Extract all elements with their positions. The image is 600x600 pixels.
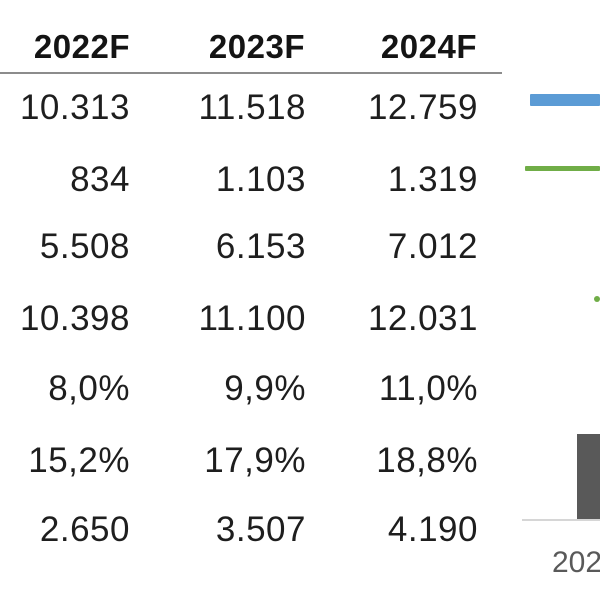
table-cell: 7.012 — [387, 227, 478, 266]
table-row: 2.650 3.507 4.190 — [0, 510, 600, 570]
table-row: 15,2% 17,9% 18,8% — [0, 441, 600, 501]
table-row: 10.313 11.518 12.759 — [0, 88, 600, 148]
table-cell: 11,0% — [378, 369, 478, 408]
table-cell: 2.650 — [39, 510, 130, 549]
table-cell: 834 — [70, 160, 130, 199]
x-axis-tick-label: 202 — [552, 546, 600, 579]
table-cell: 4.190 — [387, 510, 478, 549]
legend-swatch-blue — [530, 94, 600, 106]
table-cell: 17,9% — [204, 441, 306, 480]
table-cell: 10.398 — [19, 299, 130, 338]
table-row: 5.508 6.153 7.012 — [0, 227, 600, 287]
table-cell: 5.508 — [39, 227, 130, 266]
table-row: 834 1.103 1.319 — [0, 160, 600, 220]
chart-x-axis — [522, 519, 600, 521]
table-cell: 10.313 — [19, 88, 130, 127]
table-cell: 18,8% — [376, 441, 478, 480]
table-cell: 1.319 — [387, 160, 478, 199]
legend-swatch-green — [525, 166, 600, 171]
header-2023f: 2023F — [208, 28, 305, 65]
table-cell: 8,0% — [48, 369, 130, 408]
table-cell: 1.103 — [215, 160, 306, 199]
table-cell: 11.518 — [198, 88, 306, 127]
table-cell: 12.031 — [367, 299, 478, 338]
chart-bar — [577, 434, 600, 520]
header-2022f: 2022F — [33, 28, 130, 65]
table-cell: 15,2% — [28, 441, 130, 480]
header-divider — [0, 72, 502, 74]
line-point — [594, 296, 600, 302]
table-cell: 6.153 — [215, 227, 306, 266]
table-cell: 9,9% — [224, 369, 306, 408]
table-cell: 11.100 — [198, 299, 306, 338]
table-row: 10.398 11.100 12.031 — [0, 299, 600, 359]
header-2024f: 2024F — [380, 28, 477, 65]
table-cell: 12.759 — [367, 88, 478, 127]
table-cell: 3.507 — [215, 510, 306, 549]
table-row: 8,0% 9,9% 11,0% — [0, 369, 600, 429]
